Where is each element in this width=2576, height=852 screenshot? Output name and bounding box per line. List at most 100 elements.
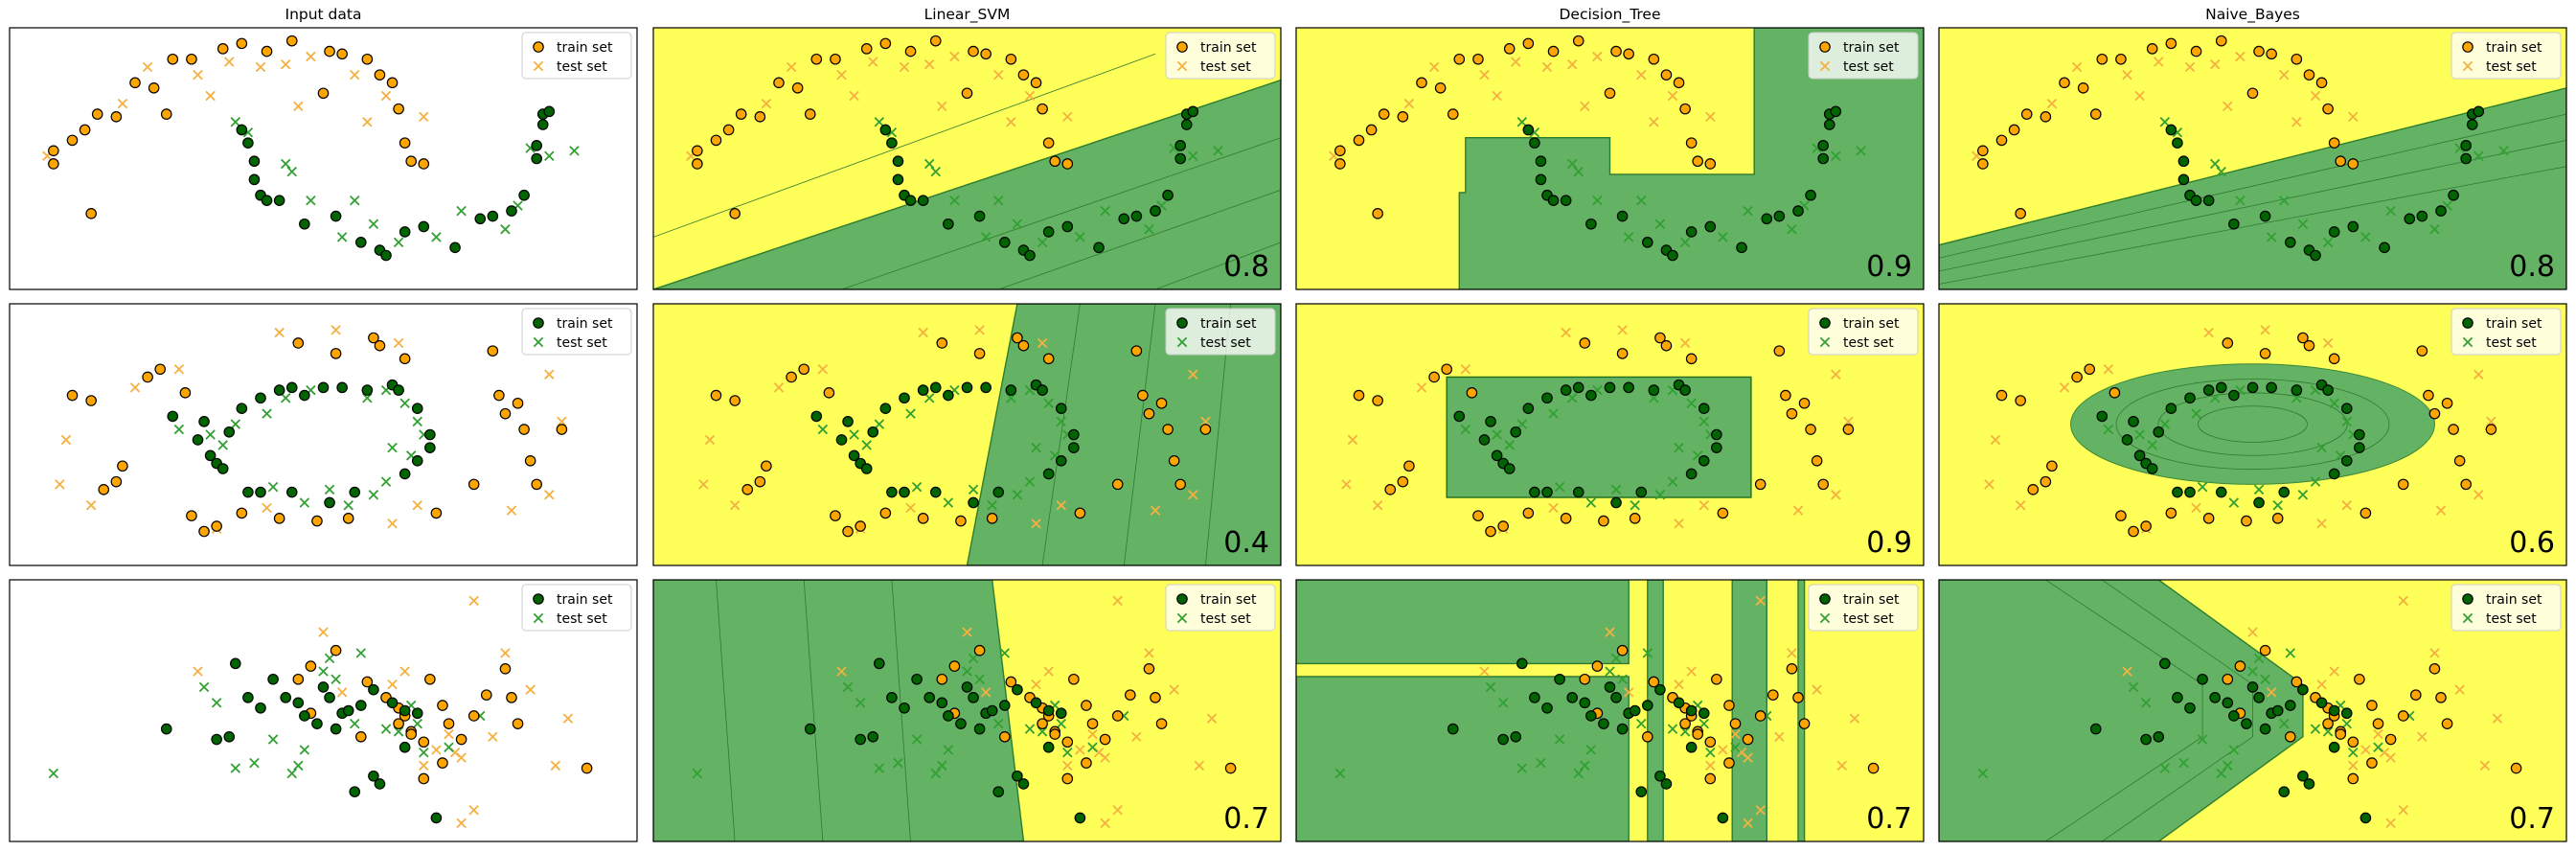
test-point-class1 (2223, 760, 2233, 771)
train-point-class0 (1717, 507, 1729, 519)
train-point-class1 (236, 124, 248, 136)
train-point-class0 (512, 397, 524, 409)
train-point-class0 (354, 730, 367, 743)
train-point-class0 (1572, 35, 1584, 47)
legend-test-label: test set (557, 335, 607, 351)
train-point-class0 (2271, 513, 2284, 524)
test-point-class1 (949, 195, 960, 206)
legend-train-marker (2462, 317, 2473, 329)
test-point-class0 (1792, 505, 1804, 516)
train-point-class1 (1529, 137, 1540, 149)
train-point-class0 (405, 155, 417, 168)
test-point-class1 (2279, 718, 2290, 729)
test-point-class0 (557, 416, 567, 427)
train-point-class0 (1416, 77, 1427, 89)
train-point-class0 (361, 676, 374, 688)
train-point-class0 (1522, 507, 1535, 519)
train-point-class0 (2359, 507, 2372, 519)
test-point-class0 (2341, 499, 2352, 511)
test-point-class1 (293, 760, 304, 771)
test-point-class1 (336, 232, 348, 242)
train-point-class0 (1711, 673, 1722, 685)
train-point-class0 (1353, 389, 1365, 402)
train-point-class1 (430, 812, 443, 824)
test-point-class0 (1674, 679, 1684, 690)
train-point-class0 (999, 730, 1011, 743)
train-point-class0 (1447, 108, 1459, 120)
train-point-class1 (1485, 416, 1496, 427)
train-point-class1 (1535, 173, 1547, 186)
train-point-class0 (1174, 478, 1186, 491)
legend: train set test set (521, 32, 632, 80)
test-point-class1 (380, 476, 392, 487)
train-point-class0 (1384, 484, 1397, 495)
test-point-class0 (318, 627, 329, 637)
train-point-class1 (1522, 124, 1535, 136)
test-point-class0 (193, 69, 203, 81)
train-point-class1 (810, 410, 823, 423)
test-point-class0 (2122, 69, 2132, 81)
test-point-class1 (1592, 195, 1603, 206)
test-point-class0 (980, 687, 992, 698)
test-point-class0 (2479, 760, 2491, 771)
train-point-class1 (330, 210, 342, 222)
train-point-class0 (1805, 424, 1816, 435)
train-point-class0 (330, 348, 342, 359)
test-point-class1 (911, 481, 923, 493)
train-point-class0 (110, 475, 123, 488)
legend-box (521, 32, 632, 80)
train-point-class1 (2215, 381, 2227, 394)
train-point-class0 (2020, 108, 2033, 120)
test-point-class1 (2159, 419, 2171, 429)
test-point-class0 (1100, 817, 1110, 829)
contour-line (653, 53, 1156, 238)
train-point-class1 (299, 218, 310, 230)
test-point-class0 (2348, 760, 2359, 771)
train-point-class0 (2397, 478, 2409, 491)
train-point-class1 (1068, 442, 1080, 453)
test-point-class1 (350, 195, 360, 206)
test-point-class1 (205, 429, 216, 440)
train-point-class0 (2246, 87, 2259, 100)
test-point-class1 (1585, 745, 1597, 755)
test-point-class1 (943, 745, 954, 755)
train-point-class0 (1125, 689, 1136, 701)
test-point-class1 (500, 223, 511, 235)
train-point-class0 (2366, 700, 2378, 711)
test-point-class0 (2223, 101, 2233, 112)
train-point-class0 (2384, 733, 2397, 746)
test-point-class0 (1566, 58, 1578, 70)
train-point-class1 (1478, 434, 1491, 446)
test-point-class0 (698, 479, 709, 490)
contour-line (803, 580, 824, 841)
train-point-class0 (2015, 208, 2026, 219)
train-point-class0 (48, 158, 59, 170)
test-point-class0 (550, 760, 561, 771)
test-point-class0 (1024, 90, 1036, 102)
contour-line (716, 580, 736, 841)
train-point-class0 (2428, 663, 2441, 675)
test-point-class0 (2348, 111, 2359, 123)
train-point-class1 (449, 242, 461, 254)
test-point-class1 (2279, 195, 2290, 206)
test-point-class1 (1630, 499, 1640, 511)
test-point-class1 (2216, 768, 2226, 779)
train-point-class1 (411, 707, 423, 720)
test-point-class0 (817, 364, 829, 375)
train-point-class1 (873, 657, 885, 670)
train-point-class1 (531, 140, 542, 151)
test-point-class1 (1610, 653, 1622, 664)
test-point-class0 (918, 327, 928, 338)
train-point-class1 (280, 692, 291, 703)
legend-train-marker (1176, 317, 1188, 329)
test-point-class1 (1698, 718, 1709, 729)
train-point-class1 (980, 381, 992, 394)
legend-box (1165, 308, 1276, 356)
train-point-class1 (1711, 442, 1722, 453)
test-point-class1 (1718, 232, 1728, 242)
legend-test-marker (2462, 612, 2473, 624)
test-point-class0 (1743, 817, 1753, 829)
test-point-class0 (1831, 490, 1841, 500)
test-point-class1 (1667, 476, 1678, 487)
legend-train-marker (1176, 593, 1188, 605)
